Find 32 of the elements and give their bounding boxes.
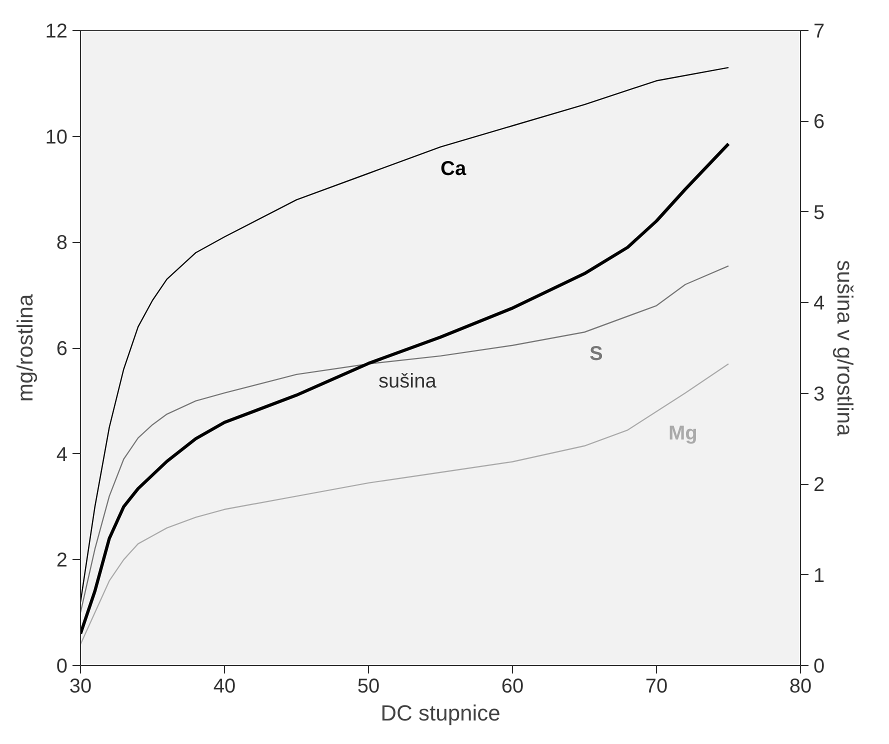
series-label: S — [590, 343, 603, 366]
y-tick-label: 10 — [45, 126, 68, 148]
y-tick-label: 4 — [56, 444, 68, 466]
y2-tick-label: 6 — [814, 111, 825, 134]
y-tick-label: 0 — [56, 656, 68, 678]
line-series — [80, 142, 730, 636]
y2-tick-label: 0 — [814, 656, 825, 678]
line-series — [80, 66, 730, 603]
series-label: Ca — [440, 158, 467, 180]
series-label: Mg — [668, 422, 698, 444]
x-tick-label: 70 — [645, 676, 668, 698]
x-axis-title: DC stupnice — [380, 700, 500, 726]
x-tick-label: 80 — [789, 676, 812, 698]
y-tick-label: 6 — [56, 338, 68, 360]
y2-tick-label: 3 — [814, 383, 825, 406]
x-tick-label: 40 — [213, 676, 236, 698]
x-tick-label: 30 — [69, 676, 92, 698]
line-series — [80, 363, 730, 645]
line-series — [80, 265, 730, 614]
y-tick-label: 2 — [56, 550, 68, 572]
x-tick-label: 60 — [501, 676, 524, 698]
y2-axis-title: sušina v g/rostlina — [832, 260, 858, 437]
y2-tick-label: 5 — [814, 202, 825, 224]
y-axis-title: mg/rostlina — [12, 293, 38, 402]
y-tick-label: 8 — [56, 232, 68, 254]
y2-tick-label: 1 — [814, 564, 825, 587]
y2-tick-label: 7 — [814, 20, 825, 42]
y-tick-label: 12 — [45, 20, 68, 42]
x-tick-label: 50 — [357, 676, 380, 698]
y2-tick-label: 2 — [814, 474, 825, 496]
series-label: sušina — [378, 370, 438, 392]
y2-tick-label: 4 — [814, 292, 825, 315]
